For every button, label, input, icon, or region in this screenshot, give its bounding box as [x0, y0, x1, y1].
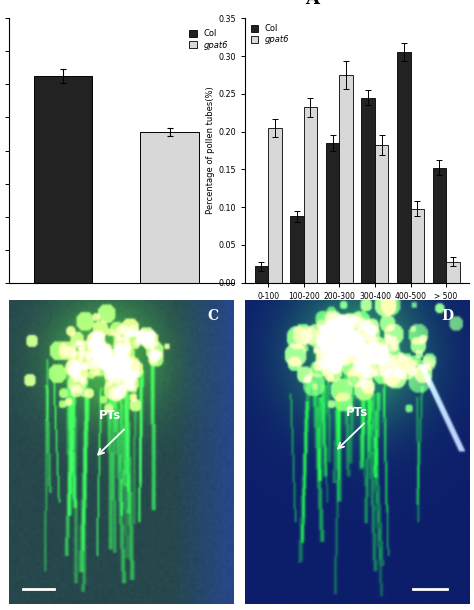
- Bar: [433, 168, 446, 283]
- Bar: [397, 52, 410, 283]
- Bar: [34, 76, 92, 283]
- Bar: [255, 266, 268, 283]
- Bar: [446, 262, 460, 283]
- Bar: [361, 98, 375, 283]
- Bar: [304, 107, 317, 283]
- Bar: [410, 209, 424, 283]
- Text: C: C: [207, 309, 218, 323]
- Legend: Col, gpat6: Col, gpat6: [249, 23, 291, 46]
- Bar: [290, 217, 304, 283]
- Text: A: A: [305, 0, 319, 8]
- Bar: [326, 143, 339, 283]
- Bar: [140, 132, 199, 283]
- Y-axis label: Percentage of pollen tubes(%): Percentage of pollen tubes(%): [206, 87, 215, 214]
- X-axis label: Length range(μm): Length range(μm): [313, 304, 401, 314]
- Bar: [375, 145, 389, 283]
- Text: B: B: [473, 0, 474, 8]
- Legend: Col, gpat6: Col, gpat6: [188, 28, 229, 51]
- Bar: [339, 75, 353, 283]
- Text: PTs: PTs: [99, 409, 121, 422]
- Bar: [268, 128, 282, 283]
- Text: PTs: PTs: [346, 406, 368, 419]
- Text: D: D: [441, 309, 454, 323]
